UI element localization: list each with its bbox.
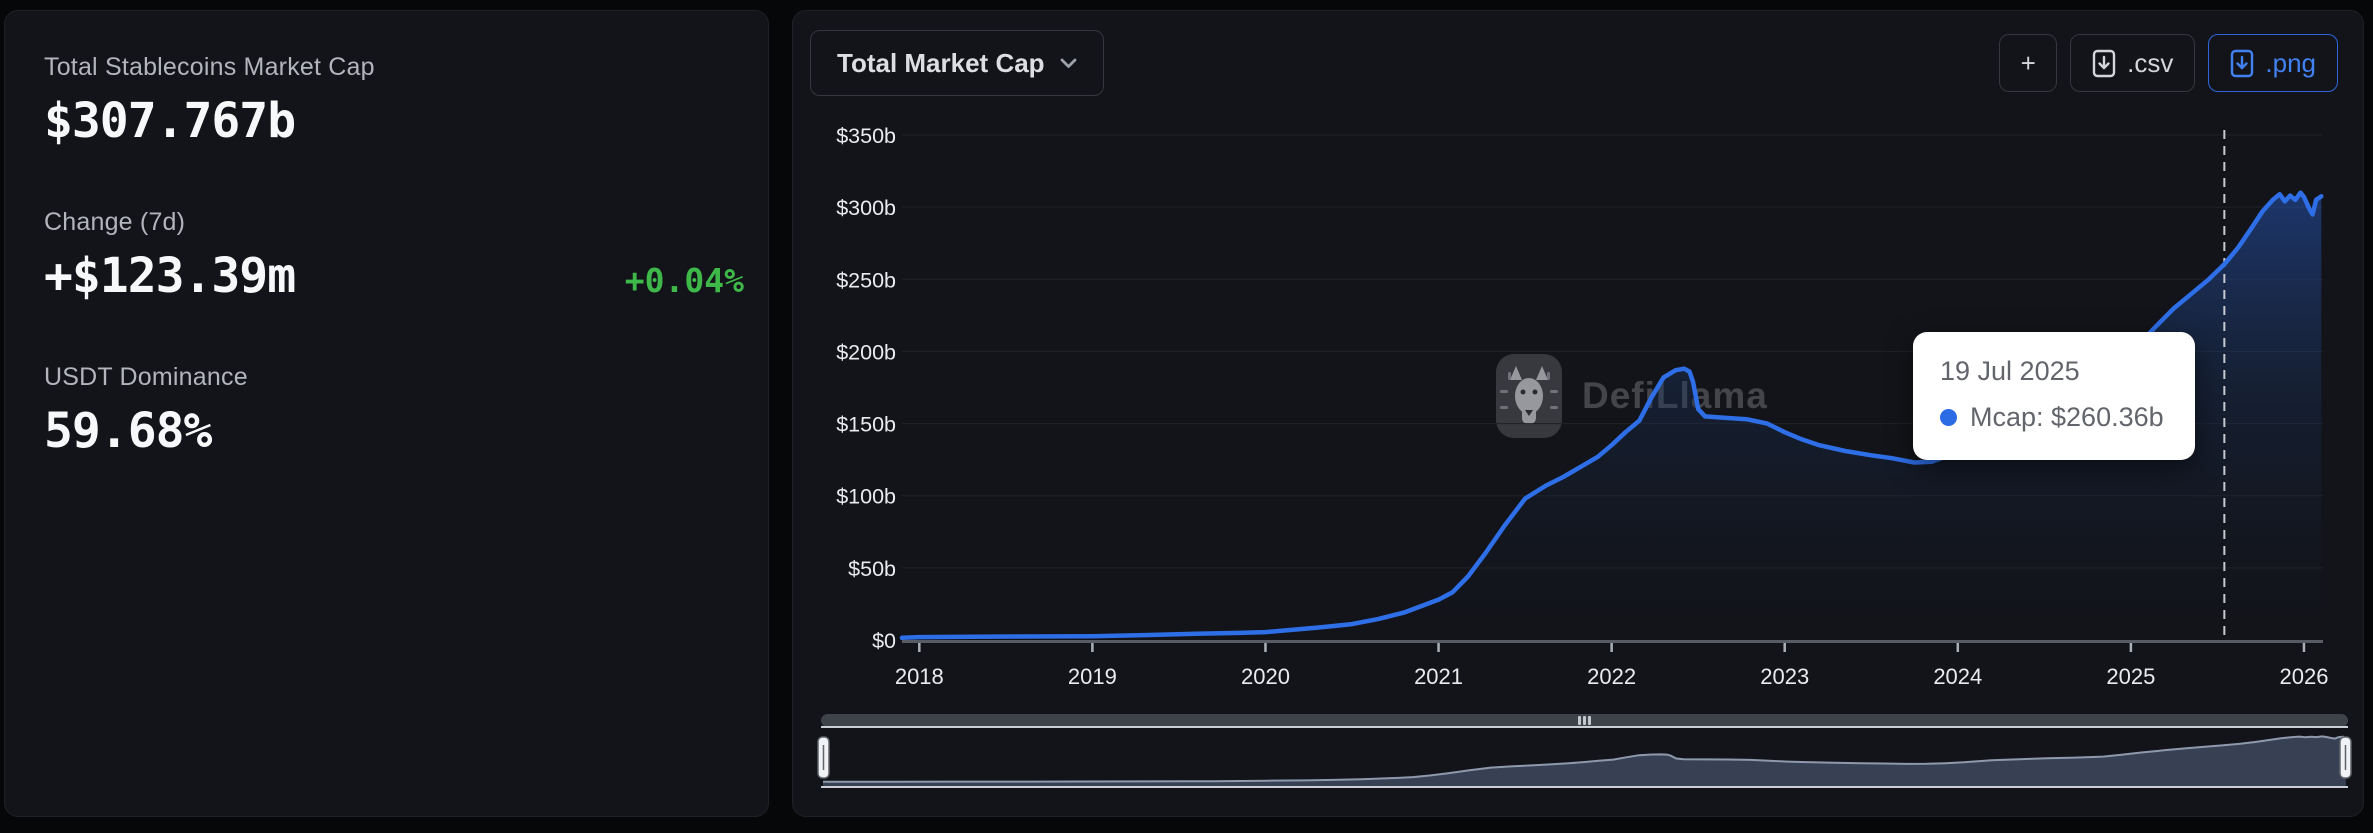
navigator-area bbox=[823, 736, 2346, 786]
market-cap-chart[interactable]: $0 $50b $100b $150b $200b $250b $300b $350b 2018… bbox=[793, 11, 2365, 818]
csv-button-label: .csv bbox=[2127, 47, 2174, 78]
x-axis-label: 2022 bbox=[1587, 664, 1636, 689]
change-percent-badge: +0.04% bbox=[624, 261, 744, 300]
x-axis-tick bbox=[1956, 643, 1960, 652]
x-axis-tick bbox=[1437, 643, 1440, 652]
y-axis-label: $350b bbox=[836, 124, 896, 148]
x-axis-label: 2021 bbox=[1414, 664, 1463, 689]
file-download-icon bbox=[2231, 49, 2254, 77]
series-selector-label: Total Market Cap bbox=[837, 47, 1045, 78]
metric-value: 59.68% bbox=[44, 403, 212, 459]
x-axis-tick bbox=[1610, 643, 1613, 652]
series-marker-dot bbox=[1940, 409, 1957, 426]
y-axis-label: $200b bbox=[836, 340, 896, 364]
tooltip-value: Mcap: $260.36b bbox=[1970, 402, 2164, 432]
x-axis-tick bbox=[2129, 643, 2133, 652]
x-axis-label: 2025 bbox=[2106, 664, 2155, 689]
series-line bbox=[899, 190, 2324, 641]
y-axis-label: $100b bbox=[836, 485, 896, 509]
metric-value: $307.767b bbox=[44, 93, 296, 149]
navigator-handle-right[interactable] bbox=[2339, 736, 2352, 779]
y-axis-label: $250b bbox=[836, 268, 896, 292]
usdt-dominance-metric: USDT Dominance 59.68% bbox=[44, 363, 744, 459]
chart-axes-series: $0 $50b $100b $150b $200b $250b $300b $350b 2018… bbox=[836, 124, 2328, 689]
x-axis-tick bbox=[1264, 643, 1267, 652]
navigator-series bbox=[822, 735, 2346, 786]
y-axis-label: $0 bbox=[872, 629, 896, 653]
navigator-line bbox=[822, 735, 2345, 783]
metric-label: Change (7d) bbox=[44, 208, 186, 236]
plus-icon: + bbox=[2020, 47, 2036, 78]
chart-tooltip: 19 Jul 2025 Mcap: $260.36b bbox=[1913, 332, 2195, 460]
series-selector-dropdown[interactable]: Total Market Cap bbox=[810, 30, 1104, 96]
metric-value: +$123.39m bbox=[44, 248, 296, 304]
x-axis-tick bbox=[1091, 643, 1094, 652]
chart-toolbar: + .csv .png bbox=[1999, 34, 2338, 92]
x-axis-tick bbox=[1783, 643, 1786, 652]
x-axis-label: 2019 bbox=[1068, 664, 1117, 689]
metric-label: USDT Dominance bbox=[44, 363, 248, 391]
png-button-label: .png bbox=[2265, 47, 2316, 78]
download-png-button[interactable]: .png bbox=[2208, 34, 2338, 92]
stats-panel: Total Stablecoins Market Cap $307.767b C… bbox=[4, 10, 769, 817]
navigator[interactable] bbox=[817, 714, 2352, 788]
download-csv-button[interactable]: .csv bbox=[2070, 34, 2196, 92]
x-axis-label: 2020 bbox=[1241, 664, 1290, 689]
navigator-handle-left[interactable] bbox=[817, 736, 830, 779]
x-axis-label: 2026 bbox=[2279, 664, 2328, 689]
metric-value-row: +$123.39m +0.04% bbox=[44, 248, 744, 304]
x-axis-label: 2023 bbox=[1760, 664, 1809, 689]
x-axis-tick bbox=[2302, 643, 2306, 652]
tooltip-date: 19 Jul 2025 bbox=[1940, 356, 2080, 386]
x-axis-label: 2024 bbox=[1933, 664, 1982, 689]
x-axis-label: 2018 bbox=[895, 664, 944, 689]
series-area bbox=[902, 192, 2322, 640]
change-7d-metric: Change (7d) +$123.39m +0.04% bbox=[44, 208, 744, 304]
chart-panel: DefiLlama $0$50b$100b$150b$200b$250b$300… bbox=[792, 10, 2364, 817]
total-mcap-metric: Total Stablecoins Market Cap $307.767b bbox=[44, 53, 744, 149]
y-axis-label: $50b bbox=[848, 557, 896, 581]
file-download-icon bbox=[2092, 49, 2116, 77]
add-chart-button[interactable]: + bbox=[1999, 34, 2058, 92]
x-axis-tick bbox=[918, 643, 921, 652]
y-axis-label: $150b bbox=[836, 413, 896, 437]
navigator-scrollbar-grip[interactable] bbox=[1578, 716, 1591, 725]
metric-label: Total Stablecoins Market Cap bbox=[44, 53, 375, 81]
y-axis-label: $300b bbox=[836, 196, 896, 220]
tooltip-value-row: Mcap: $260.36b bbox=[1940, 402, 2168, 433]
chevron-down-icon bbox=[1060, 58, 1076, 68]
